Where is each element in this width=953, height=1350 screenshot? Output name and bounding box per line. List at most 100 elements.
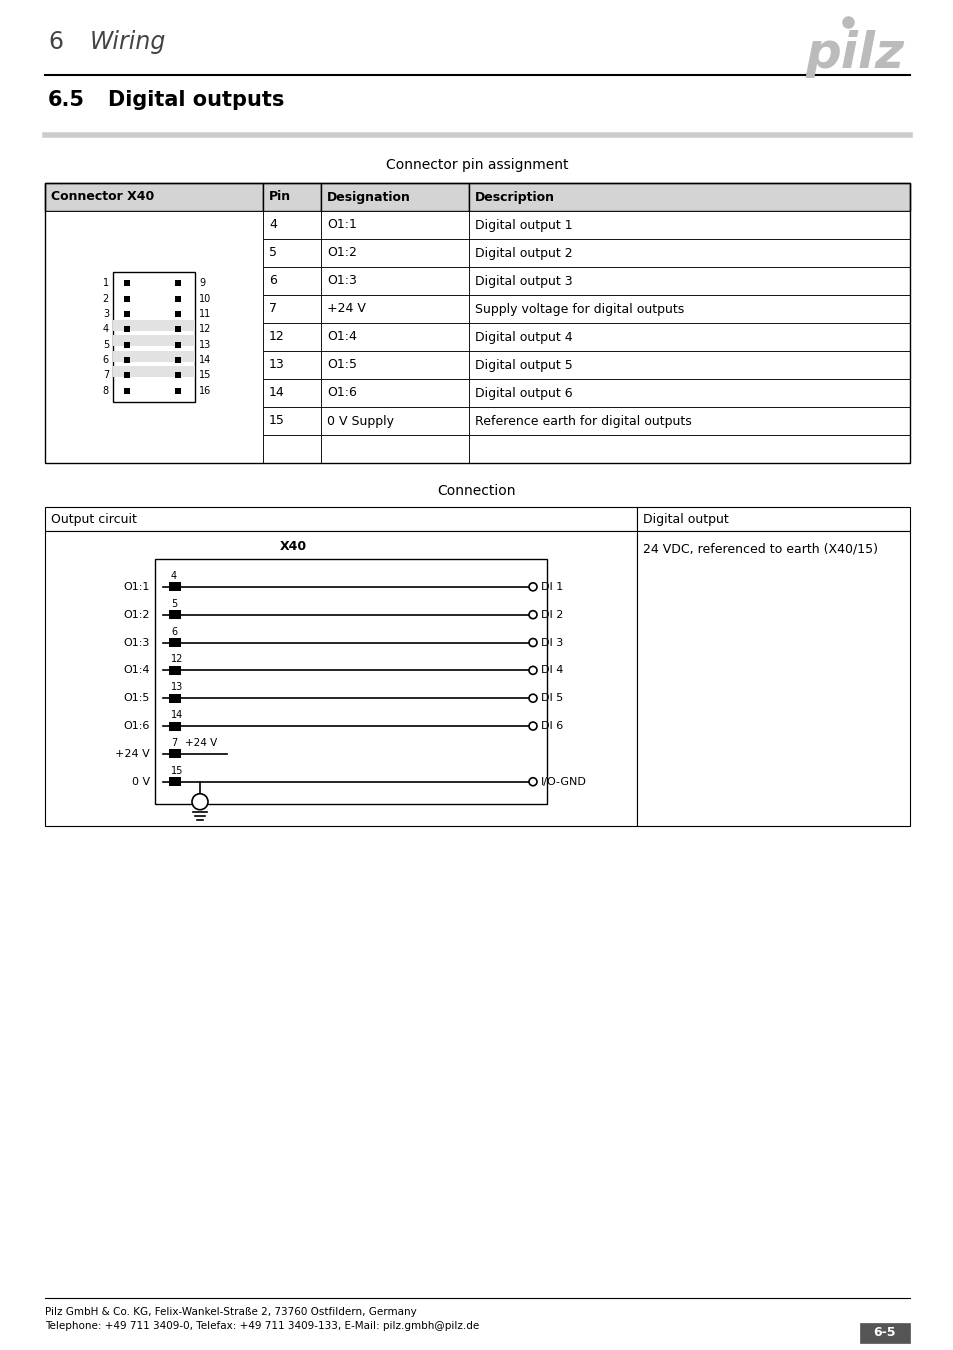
Bar — [169, 721, 181, 730]
Bar — [124, 327, 130, 332]
Text: Digital output 5: Digital output 5 — [475, 359, 572, 371]
Bar — [169, 666, 181, 675]
Bar — [174, 342, 181, 348]
Bar — [169, 610, 181, 620]
Text: Connector X40: Connector X40 — [51, 190, 154, 204]
Text: Wiring: Wiring — [90, 30, 166, 54]
Bar — [469, 379, 909, 406]
Circle shape — [192, 794, 208, 810]
Text: 15: 15 — [171, 765, 183, 776]
Text: Designation: Designation — [327, 190, 411, 204]
Text: Digital output 4: Digital output 4 — [475, 331, 572, 343]
Text: 0 V: 0 V — [132, 776, 150, 787]
Bar — [469, 406, 909, 435]
Text: 5: 5 — [269, 247, 276, 259]
Text: Pilz GmbH & Co. KG, Felix-Wankel-Straße 2, 73760 Ostfildern, Germany: Pilz GmbH & Co. KG, Felix-Wankel-Straße … — [45, 1307, 416, 1318]
Text: 15: 15 — [269, 414, 285, 428]
Bar — [469, 184, 909, 211]
Text: X40: X40 — [280, 540, 307, 553]
Text: Digital output 3: Digital output 3 — [475, 274, 572, 288]
Text: Telephone: +49 711 3409-0, Telefax: +49 711 3409-133, E-Mail: pilz.gmbh@pilz.de: Telephone: +49 711 3409-0, Telefax: +49 … — [45, 1322, 478, 1331]
Bar — [124, 342, 130, 348]
Bar — [637, 508, 909, 531]
Text: O1:3: O1:3 — [124, 637, 150, 648]
Text: DI 1: DI 1 — [540, 582, 562, 591]
Text: Digital output 1: Digital output 1 — [475, 219, 572, 231]
Text: Digital outputs: Digital outputs — [108, 90, 284, 109]
Bar — [174, 327, 181, 332]
Bar — [154, 559, 546, 805]
Text: 4: 4 — [171, 571, 177, 580]
Circle shape — [529, 610, 537, 618]
Bar — [169, 749, 181, 759]
Bar — [859, 1323, 909, 1343]
Text: O1:2: O1:2 — [123, 610, 150, 620]
Text: 6: 6 — [103, 355, 109, 364]
Bar — [320, 323, 469, 351]
Bar — [263, 351, 320, 379]
Text: 15: 15 — [199, 370, 212, 381]
Text: 12: 12 — [171, 655, 183, 664]
Bar — [169, 582, 181, 591]
Circle shape — [529, 778, 537, 786]
Text: DI 2: DI 2 — [540, 610, 563, 620]
Bar — [263, 296, 320, 323]
Bar — [263, 406, 320, 435]
Text: 1: 1 — [103, 278, 109, 289]
Text: 0 V Supply: 0 V Supply — [327, 414, 394, 428]
Bar — [124, 356, 130, 363]
Bar — [263, 184, 320, 211]
Bar — [320, 184, 469, 211]
Text: 6-5: 6-5 — [873, 1327, 895, 1339]
Text: 16: 16 — [199, 386, 211, 396]
Bar — [469, 239, 909, 267]
Bar — [174, 373, 181, 378]
Bar — [320, 211, 469, 239]
Bar — [112, 335, 194, 347]
Bar — [112, 351, 194, 362]
Text: O1:4: O1:4 — [123, 666, 150, 675]
Text: O1:4: O1:4 — [327, 331, 356, 343]
Text: 2: 2 — [103, 294, 109, 304]
Bar — [469, 211, 909, 239]
Text: 7: 7 — [103, 370, 109, 381]
Text: +24 V: +24 V — [185, 738, 217, 748]
Bar — [124, 281, 130, 286]
Text: O1:6: O1:6 — [124, 721, 150, 732]
Bar — [112, 320, 194, 331]
Bar — [174, 356, 181, 363]
Text: 12: 12 — [269, 331, 284, 343]
Circle shape — [529, 722, 537, 730]
Text: 10: 10 — [199, 294, 211, 304]
Bar — [263, 435, 320, 463]
Bar — [263, 211, 320, 239]
Bar — [263, 379, 320, 406]
Text: 13: 13 — [199, 340, 211, 350]
Text: DI 5: DI 5 — [540, 693, 562, 703]
Text: 13: 13 — [171, 682, 183, 693]
Bar — [637, 531, 909, 826]
Bar — [320, 406, 469, 435]
Text: 7: 7 — [171, 738, 177, 748]
Bar — [45, 531, 637, 826]
Bar — [469, 351, 909, 379]
Text: Pin: Pin — [269, 190, 291, 204]
Bar — [169, 778, 181, 786]
Text: 4: 4 — [103, 324, 109, 335]
Bar — [320, 351, 469, 379]
Text: Supply voltage for digital outputs: Supply voltage for digital outputs — [475, 302, 683, 316]
Text: Digital output: Digital output — [642, 513, 728, 525]
Text: pilz: pilz — [805, 30, 904, 78]
Text: DI 6: DI 6 — [540, 721, 562, 732]
Text: O1:1: O1:1 — [327, 219, 356, 231]
Text: 9: 9 — [199, 278, 205, 289]
Bar — [174, 310, 181, 317]
Text: 6: 6 — [269, 274, 276, 288]
Text: Reference earth for digital outputs: Reference earth for digital outputs — [475, 414, 691, 428]
Bar — [124, 373, 130, 378]
Text: O1:5: O1:5 — [124, 693, 150, 703]
Bar — [45, 211, 263, 463]
Text: +24 V: +24 V — [115, 749, 150, 759]
Text: I/O-GND: I/O-GND — [540, 776, 586, 787]
Text: 6: 6 — [171, 626, 177, 636]
